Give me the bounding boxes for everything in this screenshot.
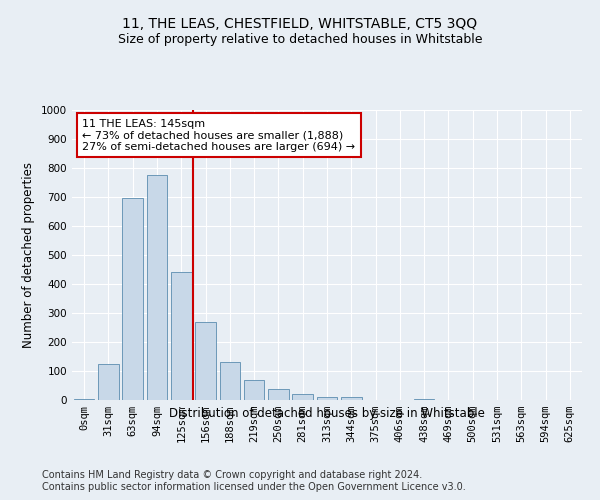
- Text: 11 THE LEAS: 145sqm
← 73% of detached houses are smaller (1,888)
27% of semi-det: 11 THE LEAS: 145sqm ← 73% of detached ho…: [82, 118, 355, 152]
- Bar: [195, 322, 216, 400]
- Text: Contains HM Land Registry data © Crown copyright and database right 2024.: Contains HM Land Registry data © Crown c…: [42, 470, 422, 480]
- Text: Size of property relative to detached houses in Whitstable: Size of property relative to detached ho…: [118, 32, 482, 46]
- Bar: [220, 362, 240, 400]
- Bar: [244, 380, 265, 400]
- Bar: [74, 398, 94, 400]
- Bar: [171, 272, 191, 400]
- Bar: [317, 397, 337, 400]
- Bar: [98, 364, 119, 400]
- Bar: [414, 398, 434, 400]
- Bar: [146, 176, 167, 400]
- Bar: [292, 394, 313, 400]
- Bar: [341, 397, 362, 400]
- Bar: [268, 390, 289, 400]
- Bar: [122, 198, 143, 400]
- Y-axis label: Number of detached properties: Number of detached properties: [22, 162, 35, 348]
- Text: Contains public sector information licensed under the Open Government Licence v3: Contains public sector information licen…: [42, 482, 466, 492]
- Text: 11, THE LEAS, CHESTFIELD, WHITSTABLE, CT5 3QQ: 11, THE LEAS, CHESTFIELD, WHITSTABLE, CT…: [122, 18, 478, 32]
- Text: Distribution of detached houses by size in Whitstable: Distribution of detached houses by size …: [169, 408, 485, 420]
